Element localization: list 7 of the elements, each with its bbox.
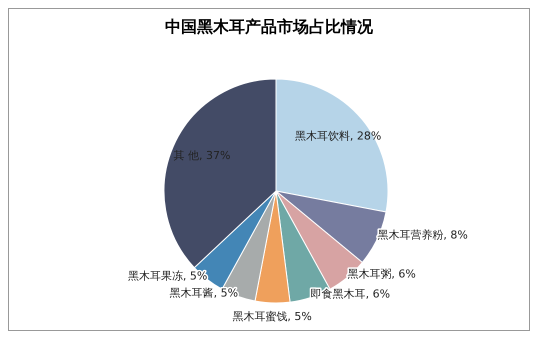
slice-label: 黑木耳饮料, 28% [294, 130, 382, 143]
slice-label: 黑木耳蜜饯, 5% [232, 310, 312, 324]
slice-label: 黑木耳酱, 5% [170, 286, 238, 300]
slice-label: 黑木耳营养粉, 8% [377, 228, 468, 242]
chart-title: 中国黑木耳产品市场占比情况 [164, 17, 374, 38]
slice-label: 其 他, 37% [174, 148, 230, 162]
slice-label: 黑木耳粥, 6% [347, 267, 416, 280]
